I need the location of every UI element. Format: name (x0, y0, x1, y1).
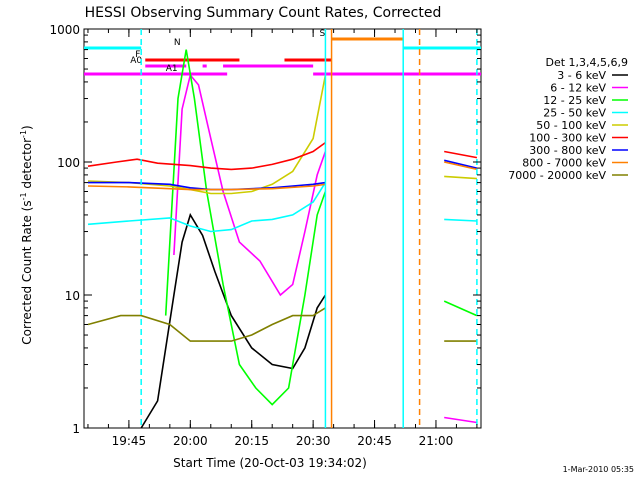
series-line-7-post (444, 159, 478, 169)
plot-frame (83, 28, 482, 429)
legend-label-9: 7000 - 20000 keV (508, 169, 606, 182)
chart-title: HESSI Observing Summary Count Rates, Cor… (85, 5, 442, 21)
flag-label-n: N (174, 38, 181, 48)
series-line-1 (140, 212, 327, 429)
flag-label-a1: A1 (166, 64, 178, 74)
legend-label-1: 3 - 6 keV (557, 69, 606, 82)
x-tick-label: 20:15 (234, 434, 269, 448)
y-tick-label: 10 (65, 289, 80, 303)
plot-area (83, 28, 482, 429)
series-line-3-post (443, 300, 478, 317)
series-line-4 (87, 182, 327, 233)
series-line-8-post (444, 161, 478, 171)
legend-label-6: 100 - 300 keV (529, 132, 606, 145)
x-axis-label: Start Time (20-Oct-03 19:34:02) (173, 456, 367, 470)
flag-label-f: F (135, 50, 140, 60)
footer-timestamp: 1-Mar-2010 05:35 (563, 465, 634, 474)
y-tick-label: 100 (57, 156, 80, 170)
series-line-5 (87, 74, 327, 195)
y-tick-label: 1000 (49, 23, 80, 37)
y-tick-label: 1 (72, 422, 80, 436)
series-line-5-post (444, 175, 477, 180)
series-line-8 (87, 183, 326, 191)
y-axis-label-sup1: -1 (19, 192, 28, 200)
y-tick-labels: 1 10 100 1000 (49, 23, 481, 436)
series-line-2-post (444, 416, 478, 424)
x-tick-label: 21:00 (419, 434, 454, 448)
y-axis-label: Corrected Count Rate (s-1 detector-1) (19, 125, 34, 344)
series-line-6-post (444, 150, 478, 159)
flag-bars: N S FA0 A1 (84, 29, 481, 76)
legend-label-5: 50 - 100 keV (536, 119, 606, 132)
vertical-markers (140, 29, 478, 428)
legend-label-4: 25 - 50 keV (543, 107, 606, 120)
y-axis-label-end: ) (20, 125, 34, 130)
legend-label-8: 800 - 7000 keV (522, 157, 606, 170)
legend-header: Det 1,3,4,5,6,9 (545, 56, 628, 69)
x-tick-label: 19:45 (112, 434, 147, 448)
legend-label-7: 300 - 800 keV (529, 144, 606, 157)
series-line-9 (87, 307, 326, 342)
flag-label-a0: A0 (130, 56, 142, 66)
x-tick-label: 20:00 (173, 434, 208, 448)
x-tick-label: 20:30 (296, 434, 331, 448)
series-line-6 (87, 141, 326, 171)
legend-label-3: 12 - 25 keV (543, 94, 606, 107)
y-axis-label-mid: detector (20, 138, 34, 193)
y-axis-label-sup2: -1 (19, 130, 28, 138)
series-line-4-post (444, 218, 477, 222)
y-axis-label-main: Corrected Count Rate (s (20, 200, 34, 344)
x-tick-label: 20:45 (357, 434, 392, 448)
flag-label-s: S (320, 29, 326, 39)
x-tick-labels: 19:45 20:00 20:15 20:30 20:45 21:00 (87, 29, 478, 448)
series-lines (87, 49, 478, 429)
series-line-3 (164, 49, 327, 406)
legend-label-2: 6 - 12 keV (550, 82, 606, 95)
